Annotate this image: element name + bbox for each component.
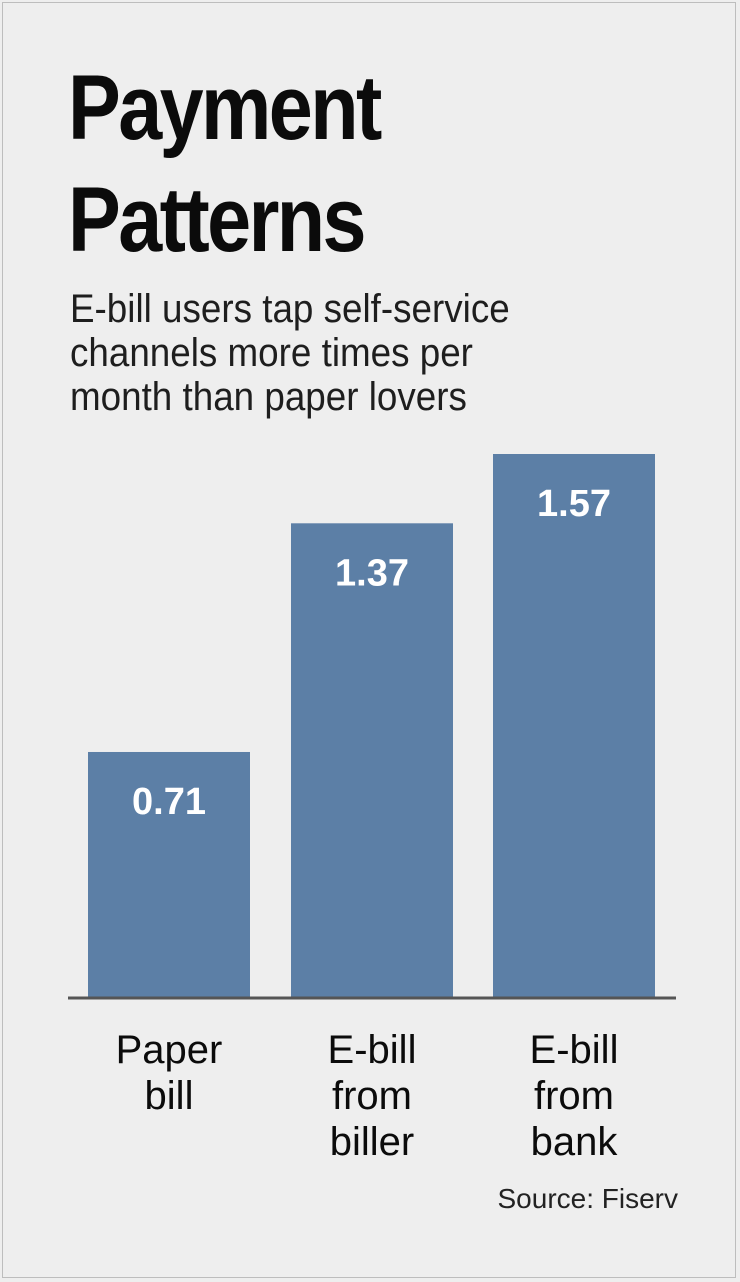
value-label-3: 1.57 <box>537 483 611 525</box>
category-label-2-line-2: from <box>332 1074 412 1118</box>
bar-3 <box>493 454 655 998</box>
chart-title-line-1: Payment <box>68 57 382 159</box>
chart-subtitle-line-3: month than paper lovers <box>70 375 467 419</box>
category-label-3-line-1: E-bill <box>530 1028 619 1072</box>
chart-subtitle: E-bill users tap self-service channels m… <box>70 287 510 419</box>
chart-subtitle-line-1: E-bill users tap self-service <box>70 287 510 331</box>
chart-subtitle-line-2: channels more times per <box>70 331 473 375</box>
category-label-1-line-2: bill <box>145 1074 194 1118</box>
source-note: Source: Fiserv <box>497 1183 679 1214</box>
value-label-1: 0.71 <box>132 781 206 823</box>
value-label-2: 1.37 <box>335 552 409 594</box>
category-label-3-line-3: bank <box>531 1120 619 1164</box>
category-label-1-line-1: Paper <box>116 1028 223 1072</box>
category-label-3-line-2: from <box>534 1074 614 1118</box>
category-label-2-line-1: E-bill <box>328 1028 417 1072</box>
bar-2 <box>291 523 453 998</box>
chart-title-line-2: Patterns <box>68 169 367 271</box>
category-label-2-line-3: biller <box>330 1120 414 1164</box>
chart-title: Payment Patterns <box>68 52 382 276</box>
bar-1 <box>88 751 250 998</box>
